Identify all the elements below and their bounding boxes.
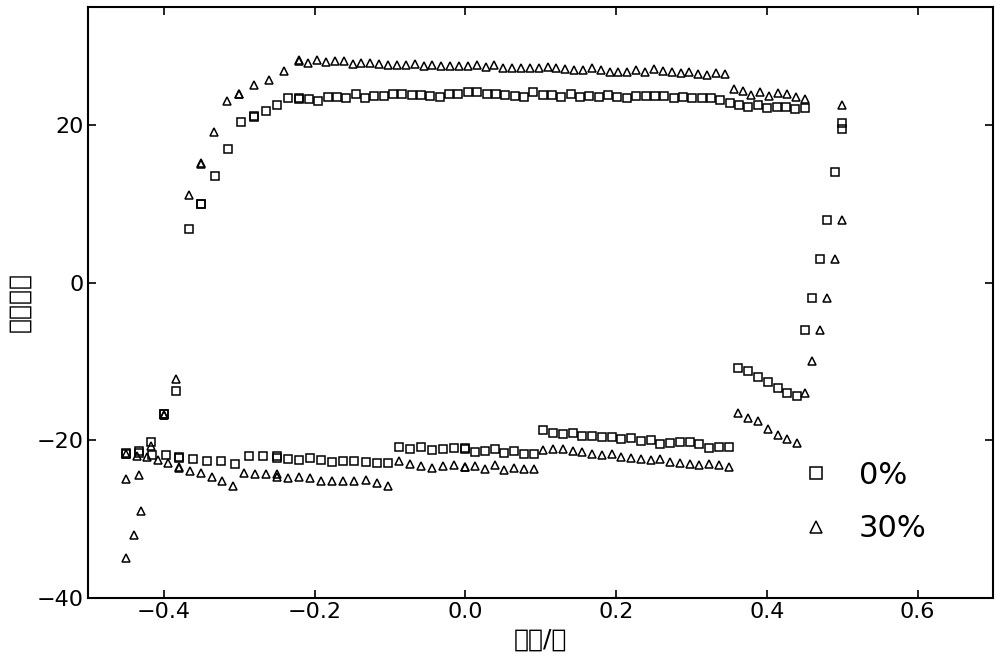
30% <box>836 101 848 109</box>
30% <box>293 56 305 64</box>
30% <box>683 68 695 76</box>
Legend: 0%, 30%: 0%, 30% <box>782 445 942 559</box>
30% <box>497 64 509 72</box>
0% <box>462 88 474 96</box>
30% <box>577 66 589 74</box>
X-axis label: 电压/伏: 电压/伏 <box>514 628 567 652</box>
Line: 30%: 30% <box>122 56 846 483</box>
30% <box>595 66 607 74</box>
0% <box>752 101 764 109</box>
30% <box>382 61 394 69</box>
0% <box>120 450 132 458</box>
30% <box>195 159 207 167</box>
0% <box>518 92 530 100</box>
30% <box>120 475 132 483</box>
0% <box>509 92 521 100</box>
Y-axis label: 电流／安: 电流／安 <box>7 272 31 332</box>
0% <box>836 119 848 127</box>
0% <box>350 90 362 98</box>
0% <box>271 101 283 109</box>
Line: 0%: 0% <box>122 88 846 458</box>
0% <box>282 94 294 101</box>
